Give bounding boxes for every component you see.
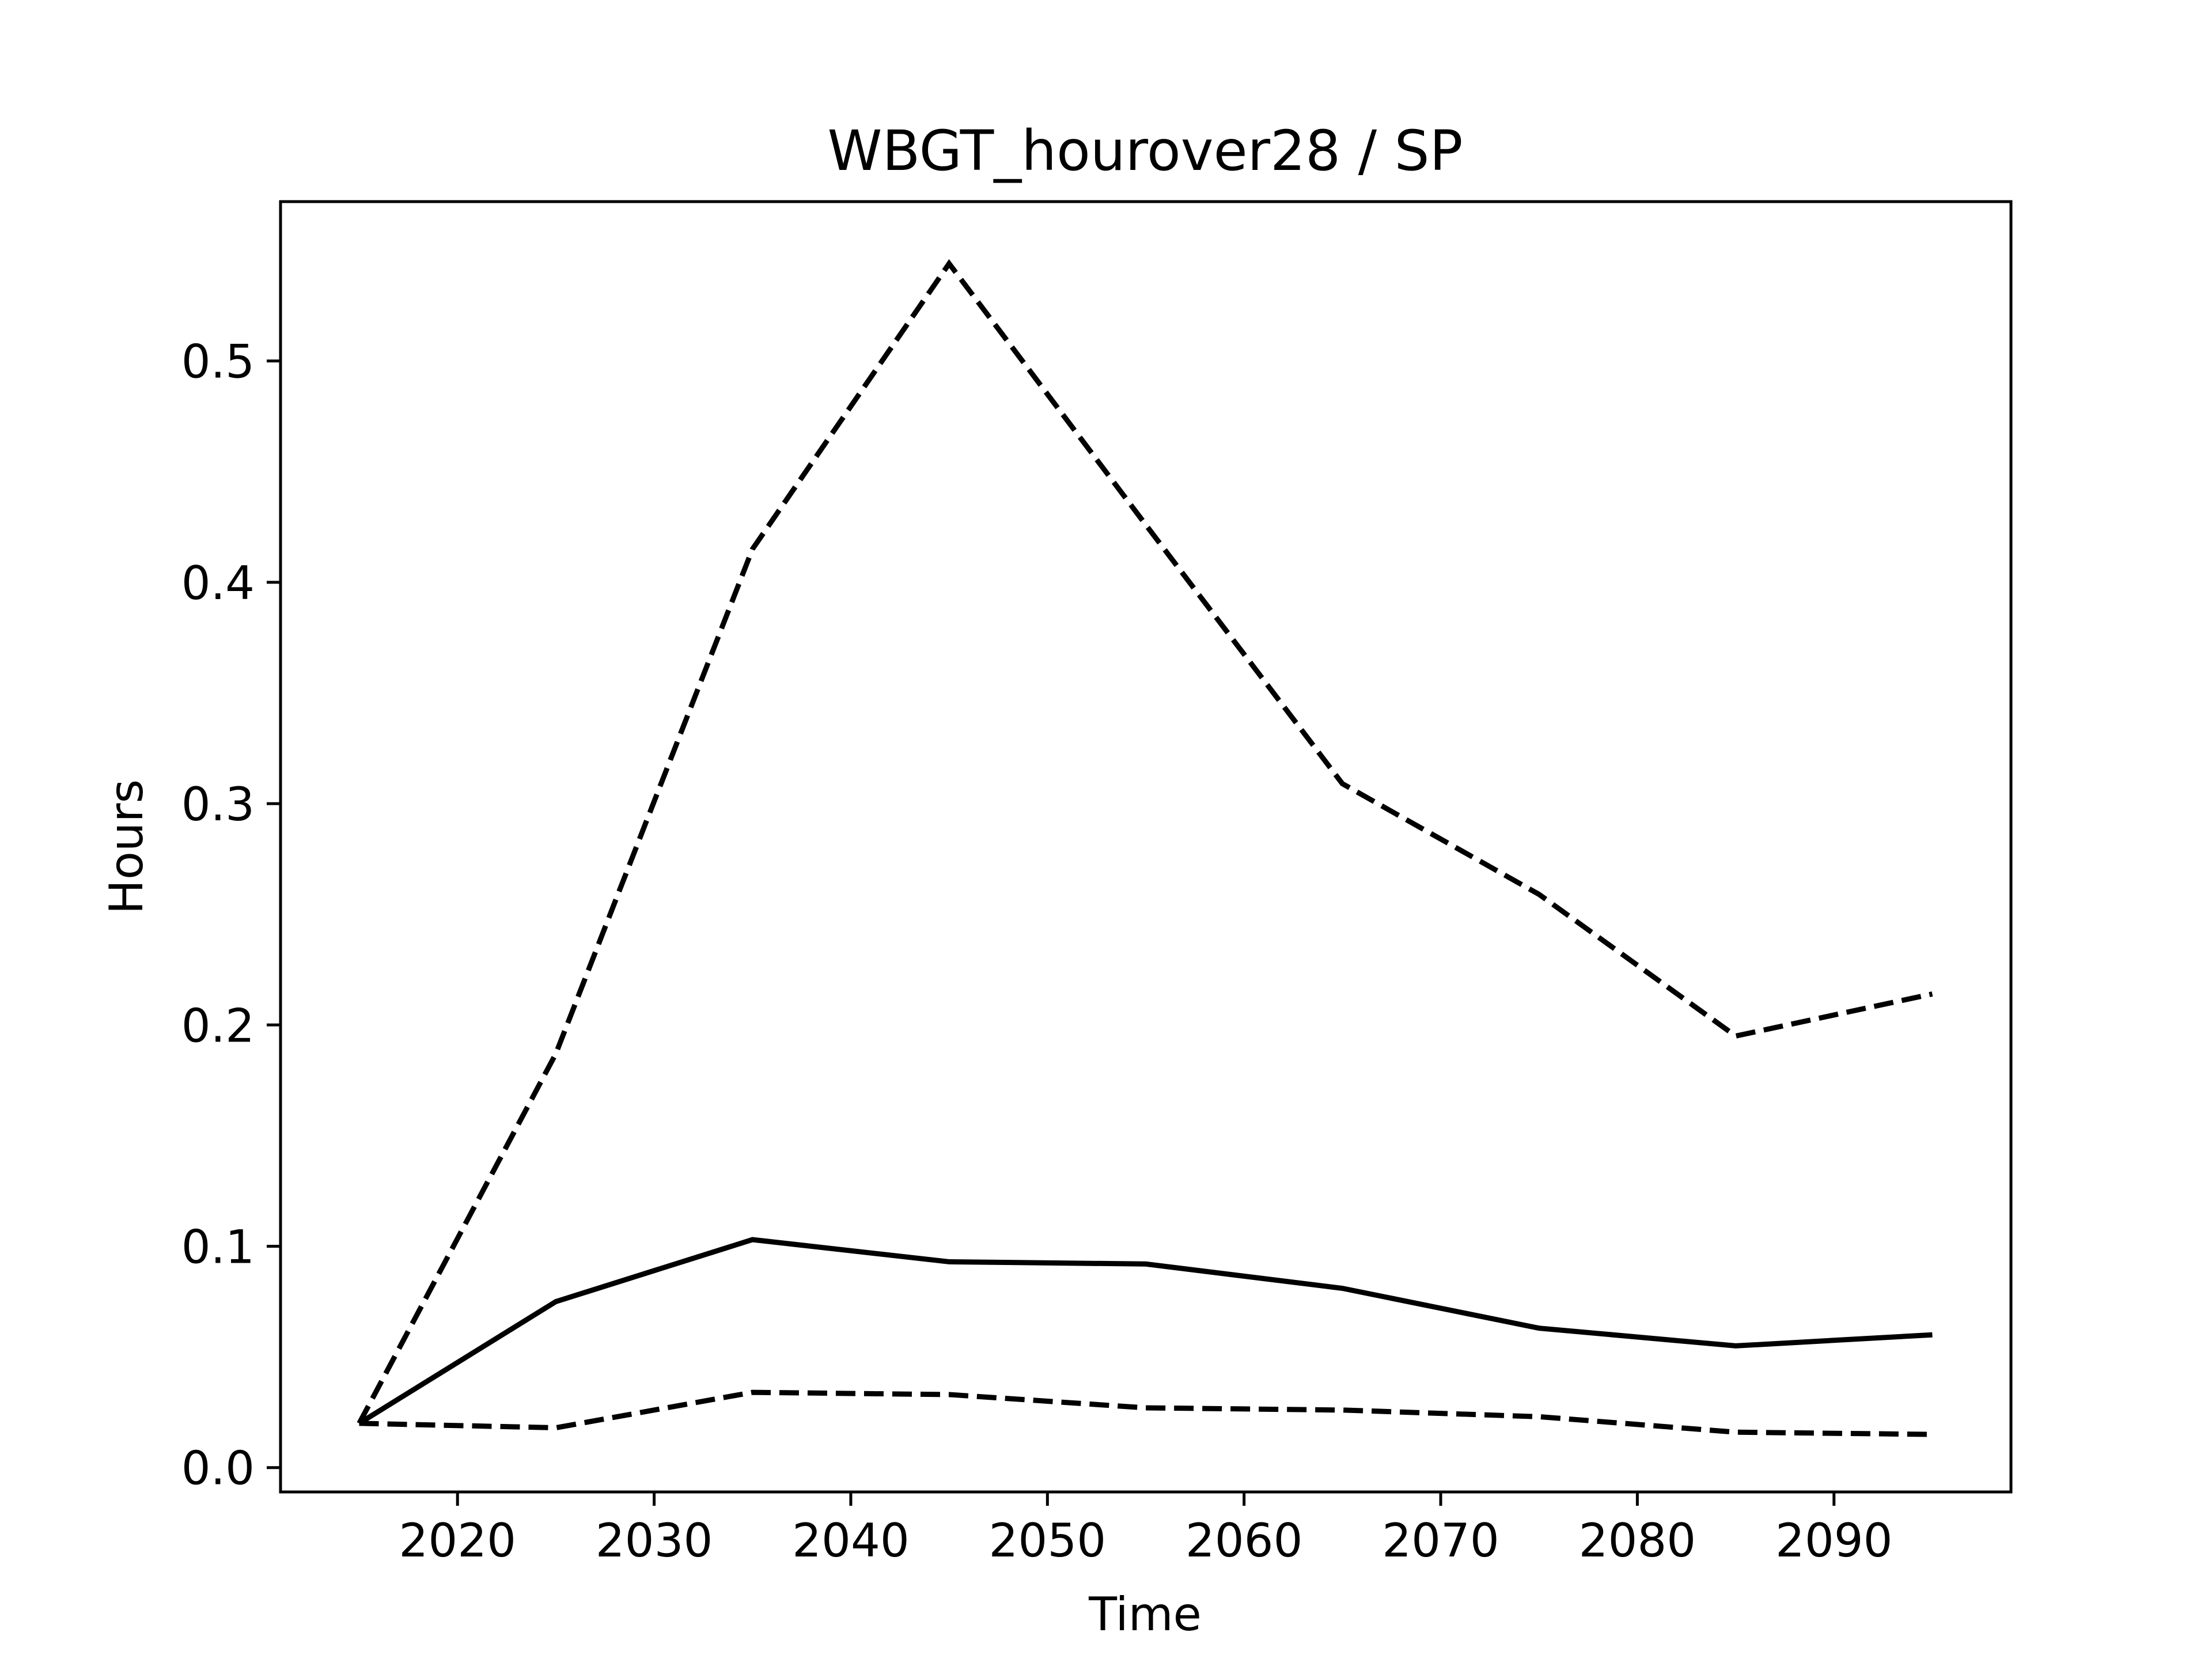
series-lines (357, 259, 1933, 1437)
x-axis-label: Time (1088, 1588, 1202, 1641)
y-tick-label: 0.5 (181, 335, 255, 389)
plot-frame (279, 200, 2013, 1494)
x-tick-label: 2020 (399, 1514, 516, 1567)
x-tick-label: 2080 (1579, 1514, 1696, 1567)
series-line-3 (359, 1389, 1933, 1437)
x-tick-label: 2050 (989, 1514, 1107, 1567)
series-line-2 (357, 259, 1933, 1425)
y-axis-label: Hours (100, 779, 153, 914)
series-line-1 (358, 1237, 1933, 1426)
x-axis-ticks: 2020 2030 2040 2050 2060 2070 2080 2090 (399, 1492, 1893, 1567)
x-tick-label: 2040 (792, 1514, 910, 1567)
y-axis-ticks: 0.0 0.1 0.2 0.3 0.4 0.5 (181, 335, 281, 1495)
x-tick-label: 2030 (596, 1514, 713, 1567)
y-tick-label: 0.1 (181, 1221, 255, 1274)
chart-title: WBGT_hourover28 / SP (828, 119, 1463, 183)
x-tick-label: 2060 (1185, 1514, 1303, 1567)
y-tick-label: 0.2 (181, 999, 255, 1052)
x-tick-label: 2070 (1382, 1514, 1499, 1567)
x-tick-label: 2090 (1775, 1514, 1893, 1567)
y-tick-label: 0.0 (181, 1442, 255, 1495)
y-tick-label: 0.4 (181, 556, 255, 610)
y-tick-label: 0.3 (181, 778, 255, 831)
